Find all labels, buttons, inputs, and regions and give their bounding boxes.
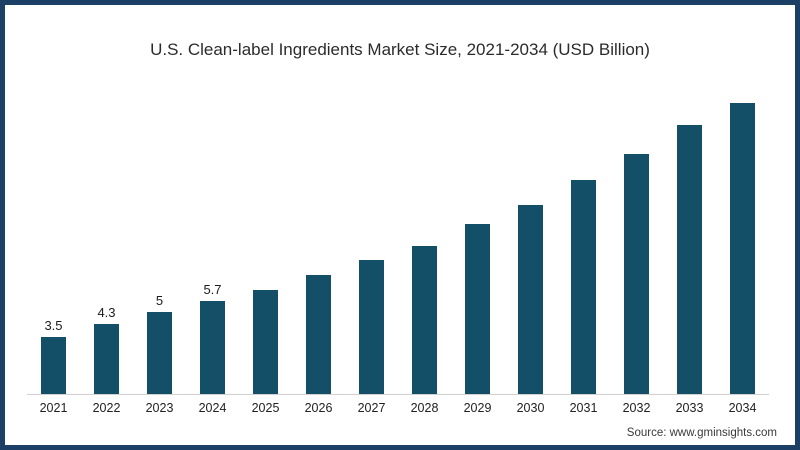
bar-2021 (41, 337, 66, 394)
x-axis-labels: 2021 2022 2023 2024 2025 2026 2027 2028 2029 2030… (27, 401, 769, 415)
bars-container: 3.5 4.3 5 5.7 (27, 85, 769, 395)
bar-2027 (359, 260, 384, 394)
x-tick-label: 2028 (410, 401, 439, 415)
bar-slot: 5 (133, 85, 186, 394)
bar-slot (292, 85, 345, 394)
bar-slot (557, 85, 610, 394)
bar-2028 (412, 246, 437, 394)
bar-2024 (200, 301, 225, 394)
x-tick-label: 2033 (675, 401, 704, 415)
x-tick-label: 2034 (728, 401, 757, 415)
bar-2033 (677, 125, 702, 394)
x-tick-label: 2032 (622, 401, 651, 415)
bar-2030 (518, 205, 543, 394)
bar-value-label: 4.3 (97, 305, 116, 320)
x-tick-label: 2022 (92, 401, 121, 415)
bar-2026 (306, 275, 331, 394)
bar-slot (398, 85, 451, 394)
x-tick-label: 2026 (304, 401, 333, 415)
bar-slot (239, 85, 292, 394)
bar-2025 (253, 290, 278, 394)
x-tick-label: 2031 (569, 401, 598, 415)
bar-slot (716, 85, 769, 394)
bar-slot: 5.7 (186, 85, 239, 394)
source-attribution: Source: www.gminsights.com (626, 427, 777, 439)
bar-2029 (465, 224, 490, 394)
bar-slot (345, 85, 398, 394)
bar-slot (663, 85, 716, 394)
bar-2032 (624, 154, 649, 394)
bar-value-label: 5 (155, 293, 164, 308)
chart-title: U.S. Clean-label Ingredients Market Size… (150, 40, 650, 59)
bar-slot (504, 85, 557, 394)
x-tick-label: 2024 (198, 401, 227, 415)
bar-slot: 4.3 (80, 85, 133, 394)
bar-2022 (94, 324, 119, 394)
bar-slot: 3.5 (27, 85, 80, 394)
bar-2023 (147, 312, 172, 394)
x-tick-label: 2030 (516, 401, 545, 415)
x-tick-label: 2027 (357, 401, 386, 415)
bar-slot (610, 85, 663, 394)
x-tick-label: 2021 (39, 401, 68, 415)
bar-slot (451, 85, 504, 394)
bar-value-label: 3.5 (44, 318, 63, 333)
x-tick-label: 2023 (145, 401, 174, 415)
bar-value-label: 5.7 (203, 282, 222, 297)
bar-2034 (730, 103, 755, 394)
x-tick-label: 2025 (251, 401, 280, 415)
x-tick-label: 2029 (463, 401, 492, 415)
bar-2031 (571, 180, 596, 394)
